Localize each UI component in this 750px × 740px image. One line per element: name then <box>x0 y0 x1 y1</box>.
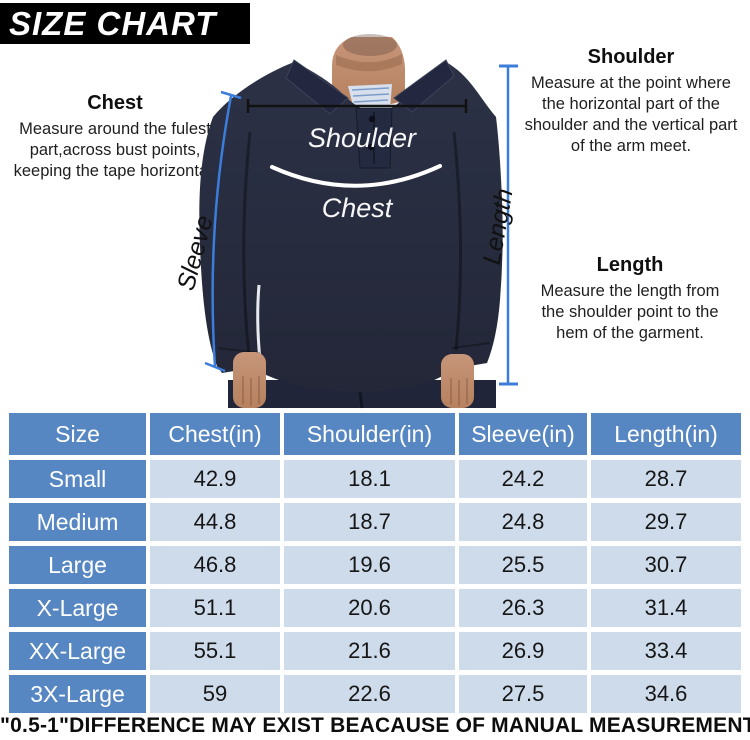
row-medium-length: 29.7 <box>591 503 741 541</box>
chest-annotation: Chest Measure around the fulest part,acr… <box>0 92 230 182</box>
row-3xlarge-chest: 59 <box>150 675 280 713</box>
shoulder-annotation-heading: Shoulder <box>587 46 675 68</box>
row-small-chest: 42.9 <box>150 460 280 498</box>
page-title: SIZE CHART <box>9 4 217 42</box>
chest-annotation-heading: Chest <box>87 92 143 114</box>
shoulder-annotation: Shoulder Measure at the point where the … <box>512 46 750 157</box>
shoulder-measure-line <box>246 99 468 113</box>
row-xlarge-sleeve: 26.3 <box>459 589 587 627</box>
row-small-length: 28.7 <box>591 460 741 498</box>
length-annotation-heading: Length <box>596 254 664 276</box>
row-medium-sleeve: 24.8 <box>459 503 587 541</box>
size-table: Size Chest(in) Shoulder(in) Sleeve(in) L… <box>9 413 741 713</box>
chest-annotation-line: part,across bust points, <box>29 141 201 159</box>
row-3xlarge-size: 3X-Large <box>9 675 146 713</box>
sleeve-measure-line <box>204 90 242 373</box>
length-measure-line <box>499 64 518 386</box>
length-annotation-line: the shoulder point to the <box>541 303 719 321</box>
pants <box>228 380 496 409</box>
header-size: Size <box>9 413 146 455</box>
row-xxlarge-size: XX-Large <box>9 632 146 670</box>
row-large-chest: 46.8 <box>150 546 280 584</box>
length-annotation-line: hem of the garment. <box>556 324 704 342</box>
model-hands <box>233 352 474 408</box>
row-large-shoulder: 19.6 <box>284 546 455 584</box>
row-large-size: Large <box>9 546 146 584</box>
row-xlarge-chest: 51.1 <box>150 589 280 627</box>
row-3xlarge-sleeve: 27.5 <box>459 675 587 713</box>
row-3xlarge-shoulder: 22.6 <box>284 675 455 713</box>
row-xxlarge-chest: 55.1 <box>150 632 280 670</box>
length-annotation: Length Measure the length from the shoul… <box>510 254 750 344</box>
row-xxlarge-sleeve: 26.9 <box>459 632 587 670</box>
row-xlarge-shoulder: 20.6 <box>284 589 455 627</box>
header-chest: Chest(in) <box>150 413 280 455</box>
row-xlarge-size: X-Large <box>9 589 146 627</box>
shirt-button <box>367 143 375 151</box>
polo-shirt <box>199 59 503 392</box>
shoulder-figure-label: Shoulder <box>308 123 417 153</box>
shoulder-annotation-line: of the arm meet. <box>570 137 692 155</box>
row-xxlarge-shoulder: 21.6 <box>284 632 455 670</box>
header-shoulder: Shoulder(in) <box>284 413 455 455</box>
chest-figure-label: Chest <box>322 193 394 223</box>
row-xxlarge-length: 33.4 <box>591 632 741 670</box>
shirt-button <box>368 115 376 123</box>
row-large-length: 30.7 <box>591 546 741 584</box>
row-large-sleeve: 25.5 <box>459 546 587 584</box>
chest-measure-line <box>270 164 442 188</box>
collar-inner-stripes <box>348 84 392 110</box>
page-title-banner: SIZE CHART <box>0 3 250 44</box>
shoulder-annotation-line: the horizontal part of the <box>542 95 720 113</box>
header-sleeve: Sleeve(in) <box>459 413 587 455</box>
chest-annotation-line: keeping the tape horizontal. <box>13 162 217 180</box>
shoulder-annotation-line: shoulder and the vertical part <box>524 116 738 134</box>
header-length: Length(in) <box>591 413 741 455</box>
chest-annotation-line: Measure around the fulest <box>19 120 211 138</box>
row-small-shoulder: 18.1 <box>284 460 455 498</box>
row-small-sleeve: 24.2 <box>459 460 587 498</box>
row-3xlarge-length: 34.6 <box>591 675 741 713</box>
row-small-size: Small <box>9 460 146 498</box>
length-annotation-line: Measure the length from <box>540 282 720 300</box>
row-medium-shoulder: 18.7 <box>284 503 455 541</box>
row-medium-chest: 44.8 <box>150 503 280 541</box>
shoulder-annotation-line: Measure at the point where <box>531 74 731 92</box>
row-medium-size: Medium <box>9 503 146 541</box>
row-xlarge-length: 31.4 <box>591 589 741 627</box>
measurement-disclaimer: "0.5-1"DIFFERENCE MAY EXIST BEACAUSE OF … <box>0 714 750 737</box>
